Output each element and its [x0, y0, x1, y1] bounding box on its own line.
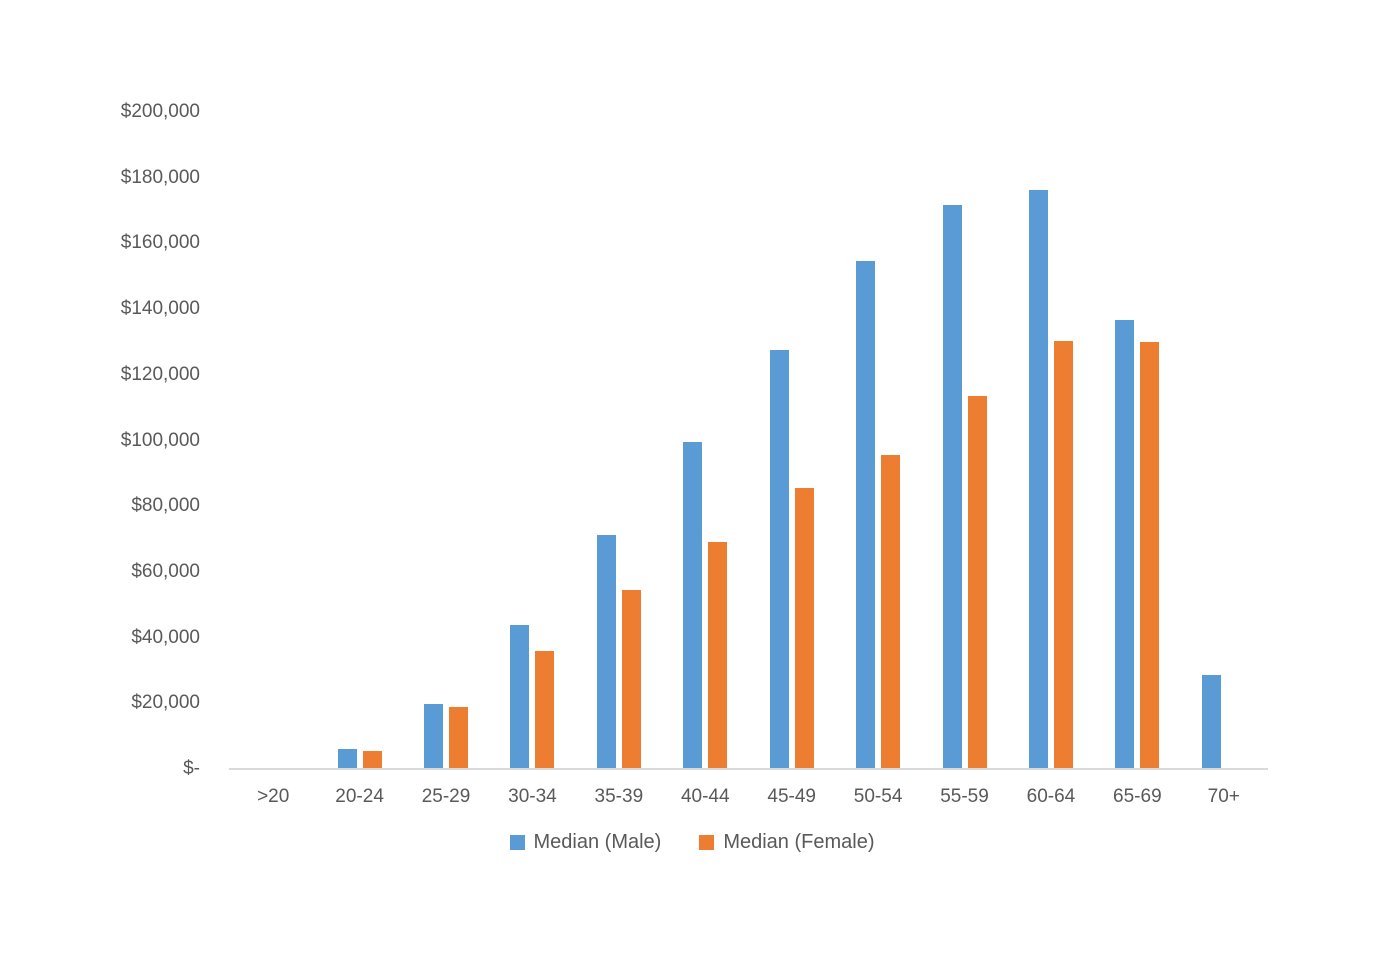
y-axis-tick-label: $160,000 — [120, 232, 200, 254]
legend-label: Median (Male) — [533, 831, 662, 853]
x-axis-label-20: >20 — [257, 786, 290, 807]
legend-swatch-icon — [699, 835, 715, 850]
bar-median-female-25-29 — [449, 706, 469, 769]
legend-item-median-male: Median (Male) — [509, 831, 662, 854]
y-axis-tick-label: $120,000 — [120, 363, 200, 385]
bar-median-female-65-69 — [1140, 341, 1160, 769]
bar-median-male-65-69 — [1115, 319, 1135, 769]
legend-label: Median (Female) — [723, 831, 875, 853]
x-axis-label-70: 70+ — [1207, 786, 1240, 807]
legend: Median (Male) Median (Female) — [0, 831, 1384, 854]
y-axis-tick-label: $20,000 — [131, 692, 200, 714]
x-axis-label-65-69: 65-69 — [1113, 786, 1162, 807]
bar-median-female-60-64 — [1053, 340, 1073, 769]
y-axis-tick-label: $- — [183, 758, 200, 779]
y-axis-tick-label: $60,000 — [131, 560, 200, 582]
x-axis-label-60-64: 60-64 — [1026, 786, 1076, 807]
x-axis-label-35-39: 35-39 — [594, 786, 644, 807]
bar-median-male-30-34 — [510, 625, 530, 769]
y-axis-tick-label: $80,000 — [131, 495, 200, 517]
bar-median-male-70 — [1201, 675, 1221, 769]
bar-median-male-50-54 — [856, 261, 876, 769]
y-axis-tick-label: $40,000 — [131, 626, 200, 648]
legend-swatch-icon — [509, 835, 525, 850]
x-axis-label-45-49: 45-49 — [767, 786, 816, 807]
bar-median-male-55-59 — [942, 204, 962, 769]
bar-median-male-60-64 — [1028, 189, 1048, 769]
x-axis-label-20-24: 20-24 — [335, 786, 384, 807]
bar-median-female-45-49 — [794, 487, 814, 769]
bar-median-female-40-44 — [708, 542, 728, 769]
x-axis-label-25-29: 25-29 — [421, 786, 471, 807]
bar-median-female-55-59 — [967, 396, 987, 769]
bar-median-male-25-29 — [424, 703, 444, 769]
x-axis-label-55-59: 55-59 — [940, 786, 989, 807]
bar-median-male-20-24 — [337, 748, 357, 769]
x-axis-label-40-44: 40-44 — [680, 786, 730, 807]
x-axis-label-30-34: 30-34 — [508, 786, 557, 807]
y-axis-tick-label: $140,000 — [120, 298, 200, 320]
bar-median-female-35-39 — [621, 589, 641, 769]
bar-median-female-20-24 — [362, 750, 382, 769]
y-axis-tick-label: $200,000 — [120, 101, 200, 122]
x-axis-label-50-54: 50-54 — [853, 786, 903, 807]
legend-item-median-female: Median (Female) — [699, 831, 875, 854]
bar-median-male-35-39 — [596, 535, 616, 769]
y-axis-tick-label: $180,000 — [120, 166, 200, 188]
bar-median-female-50-54 — [881, 454, 901, 769]
bar-median-male-45-49 — [769, 350, 789, 769]
bar-median-male-40-44 — [683, 442, 703, 769]
bar-median-female-30-34 — [535, 650, 555, 769]
y-axis-tick-label: $100,000 — [120, 429, 200, 451]
x-axis-line — [229, 768, 1268, 770]
